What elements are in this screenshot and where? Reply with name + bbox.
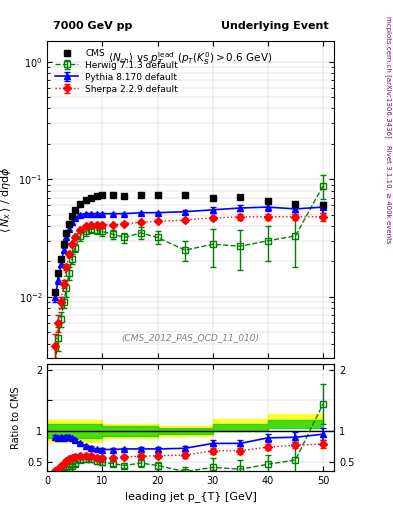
- CMS: [266, 198, 270, 204]
- CMS: [78, 201, 83, 207]
- CMS: [64, 230, 69, 236]
- CMS: [67, 221, 72, 227]
- CMS: [89, 195, 94, 201]
- CMS: [210, 195, 215, 201]
- CMS: [72, 207, 77, 213]
- Text: 7000 GeV pp: 7000 GeV pp: [53, 22, 132, 31]
- CMS: [293, 201, 298, 207]
- Text: $\langle N_{ch}\rangle$ vs $p_T^{\rm lead}$ ($p_T(K^0_S) > 0.6$ GeV): $\langle N_{ch}\rangle$ vs $p_T^{\rm lea…: [108, 51, 273, 67]
- CMS: [61, 241, 66, 247]
- CMS: [321, 201, 325, 207]
- Text: Rivet 3.1.10, ≥ 400k events: Rivet 3.1.10, ≥ 400k events: [385, 145, 391, 244]
- CMS: [111, 193, 116, 199]
- CMS: [139, 193, 143, 199]
- Text: (CMS_2012_PAS_QCD_11_010): (CMS_2012_PAS_QCD_11_010): [121, 333, 260, 343]
- CMS: [56, 270, 61, 276]
- Text: mcplots.cern.ch [arXiv:1306.3436]: mcplots.cern.ch [arXiv:1306.3436]: [385, 16, 392, 138]
- X-axis label: leading jet p_{T} [GeV]: leading jet p_{T} [GeV]: [125, 492, 257, 502]
- CMS: [94, 193, 99, 199]
- Text: Underlying Event: Underlying Event: [221, 22, 328, 31]
- CMS: [83, 197, 88, 203]
- CMS: [183, 191, 187, 198]
- Legend: CMS, Herwig 7.1.3 default, Pythia 8.170 default, Sherpa 2.2.9 default: CMS, Herwig 7.1.3 default, Pythia 8.170 …: [51, 46, 182, 97]
- CMS: [238, 194, 242, 200]
- CMS: [100, 193, 105, 199]
- Line: CMS: CMS: [52, 191, 327, 295]
- CMS: [59, 256, 63, 262]
- CMS: [53, 289, 58, 295]
- Y-axis label: Ratio to CMS: Ratio to CMS: [11, 386, 21, 449]
- Y-axis label: $\langle\, N_x\,\rangle$ / d$\eta$d$\phi$: $\langle\, N_x\,\rangle$ / d$\eta$d$\phi…: [0, 166, 13, 233]
- CMS: [155, 193, 160, 199]
- CMS: [122, 193, 127, 199]
- CMS: [70, 212, 74, 219]
